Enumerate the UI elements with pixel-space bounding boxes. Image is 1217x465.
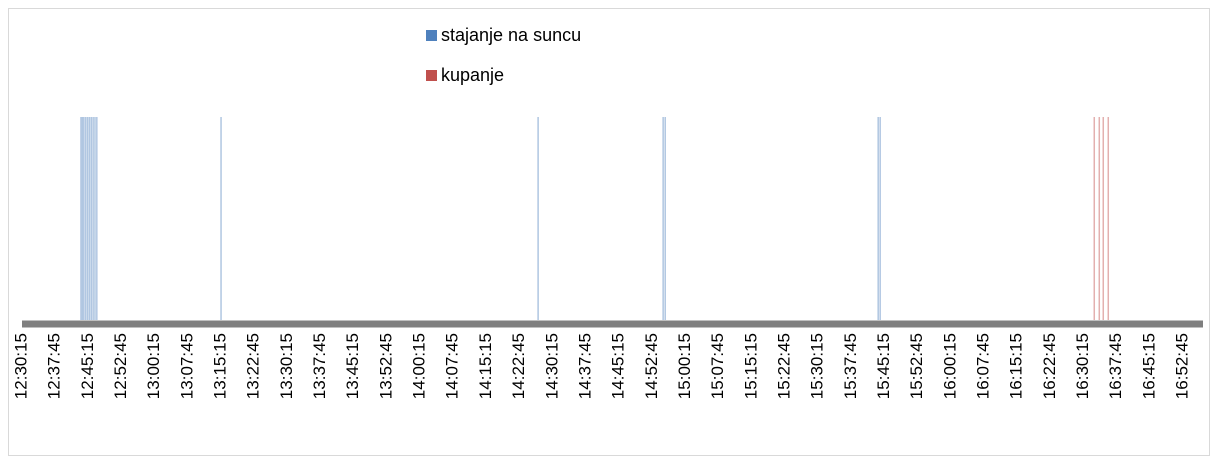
x-tick-label: 15:30:15 (808, 333, 827, 399)
bar (88, 117, 91, 320)
bar (877, 117, 879, 320)
bar (537, 117, 539, 320)
bar (1102, 117, 1105, 320)
bar (92, 117, 94, 320)
x-tick-label: 14:37:45 (575, 333, 594, 399)
x-tick-label: 16:00:15 (940, 333, 959, 399)
x-tick-label: 16:45:15 (1139, 333, 1158, 399)
x-tick-label: 15:07:45 (708, 333, 727, 399)
x-tick-label: 14:30:15 (542, 333, 561, 399)
x-tick-label: 16:52:45 (1173, 333, 1192, 399)
x-tick-label: 15:52:45 (907, 333, 926, 399)
x-tick-label: 12:45:15 (78, 333, 97, 399)
bar (1107, 117, 1110, 320)
bar (664, 117, 666, 320)
x-tick-label: 15:45:15 (874, 333, 893, 399)
x-tick-label: 13:45:15 (343, 333, 362, 399)
x-tick-label: 12:52:45 (111, 333, 130, 399)
x-tick-label: 13:07:45 (177, 333, 196, 399)
bar (86, 117, 89, 320)
bar (85, 117, 87, 320)
legend-label: kupanje (441, 65, 504, 85)
chart-border (8, 8, 1210, 456)
legend-swatch (426, 30, 437, 41)
x-tick-label: 15:00:15 (675, 333, 694, 399)
bar (220, 117, 222, 320)
bar (80, 117, 82, 320)
x-tick-label: 16:15:15 (1007, 333, 1026, 399)
bar (662, 117, 664, 320)
x-tick-label: 13:22:45 (244, 333, 263, 399)
x-tick-label: 13:15:15 (211, 333, 230, 399)
bar (81, 117, 84, 320)
x-tick-label: 16:37:45 (1106, 333, 1125, 399)
x-tick-label: 14:15:15 (476, 333, 495, 399)
bar (94, 117, 96, 320)
x-tick-label: 13:37:45 (310, 333, 329, 399)
x-tick-label: 14:07:45 (443, 333, 462, 399)
bar (1093, 117, 1096, 320)
bar (90, 117, 93, 320)
x-tick-label: 15:37:45 (841, 333, 860, 399)
x-tick-label: 15:22:45 (774, 333, 793, 399)
x-tick-label: 13:00:15 (144, 333, 163, 399)
bar (96, 117, 98, 320)
x-tick-label: 13:52:45 (376, 333, 395, 399)
bar (83, 117, 85, 320)
x-tick-label: 14:45:15 (609, 333, 628, 399)
x-tick-label: 14:22:45 (509, 333, 528, 399)
legend-label: stajanje na suncu (441, 25, 581, 45)
bar (879, 117, 881, 320)
x-tick-label: 15:15:15 (741, 333, 760, 399)
x-tick-label: 14:00:15 (410, 333, 429, 399)
x-tick-label: 13:30:15 (277, 333, 296, 399)
x-tick-label: 16:22:45 (1040, 333, 1059, 399)
x-tick-label: 16:30:15 (1073, 333, 1092, 399)
legend-swatch (426, 70, 437, 81)
x-tick-label: 12:37:45 (45, 333, 64, 399)
x-tick-label: 12:30:15 (11, 333, 30, 399)
x-tick-label: 16:07:45 (974, 333, 993, 399)
bar (1098, 117, 1101, 320)
x-tick-label: 14:52:45 (642, 333, 661, 399)
